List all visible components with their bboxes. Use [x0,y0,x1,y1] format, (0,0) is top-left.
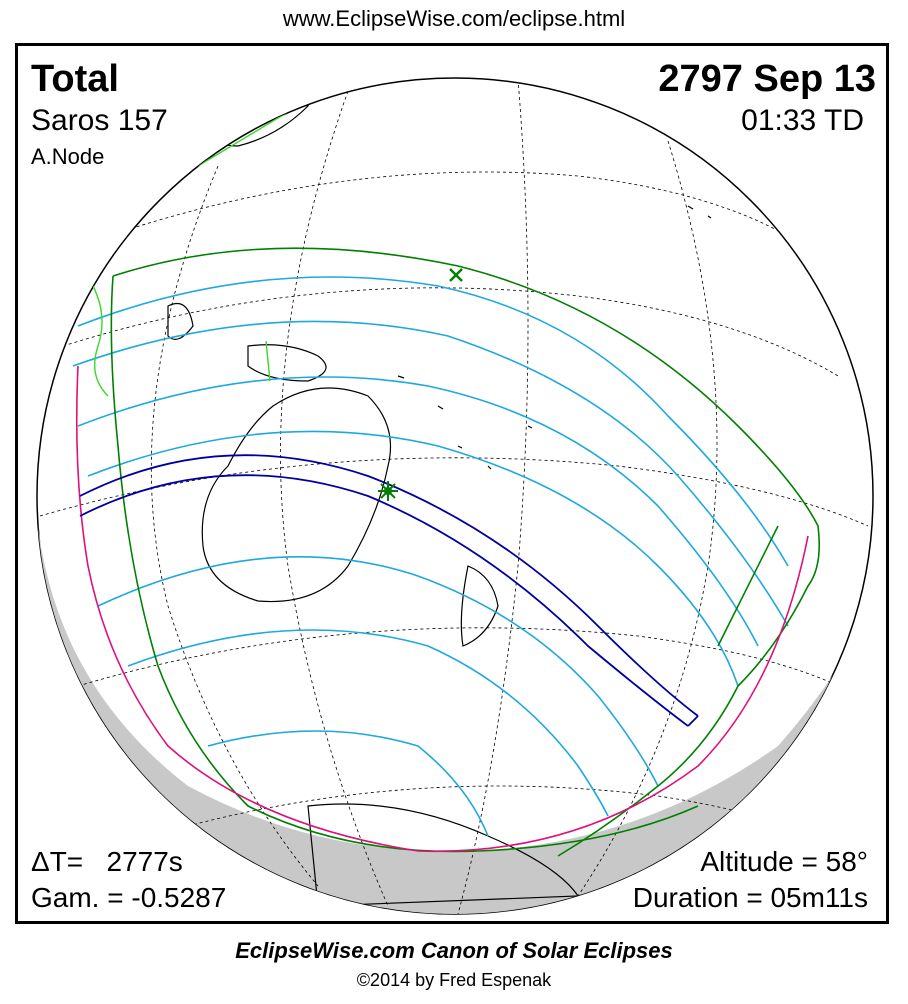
duration-value: Duration = 05m11s [632,882,868,913]
footer-copyright: ©2014 by Fred Espenak [356,970,552,990]
philippines-coast [167,302,194,340]
partial-eclipse-lines [72,276,789,837]
node-label: A.Node [31,144,105,169]
greatest-eclipse-marker [378,481,398,501]
site-url[interactable]: www.EclipseWise.com/eclipse.html [282,6,626,31]
penumbral-limits [110,247,821,857]
saros-number: Saros 157 [31,104,168,137]
australia-coast [201,387,392,603]
eclipse-time: 01:33 TD [741,104,864,137]
eclipse-date: 2797 Sep 13 [658,58,876,100]
new-guinea-coast [247,344,327,382]
eclipse-map-panel: Total Saros 157 A.Node 2797 Sep 13 01:33… [15,43,889,924]
footer-title: EclipseWise.com Canon of Solar Eclipses [235,938,673,963]
x-marker-icon [449,268,463,282]
globe-map [36,77,874,915]
gamma-value: Gam. = -0.5287 [31,882,227,913]
star-marker-icon [378,481,398,501]
altitude-value: Altitude = 58° [700,846,868,877]
graticule [39,78,869,914]
night-side-shading [37,526,873,914]
rise-set-limit [75,365,809,853]
new-zealand-coast [460,565,499,647]
delta-t-value: ΔT= 2777s [31,846,183,877]
eclipse-type: Total [31,58,119,100]
totality-path [79,454,699,727]
